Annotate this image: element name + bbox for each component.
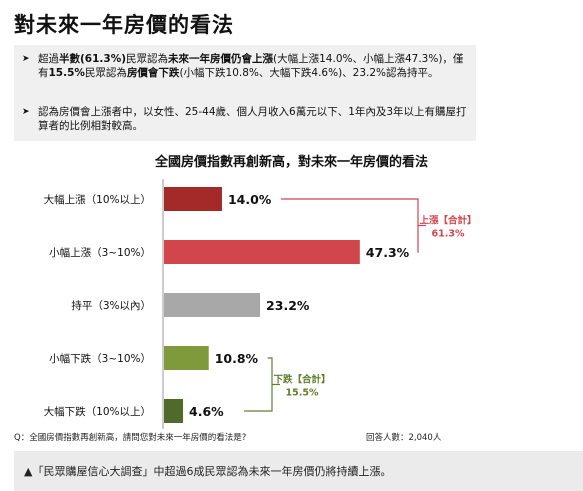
summary-highlight: 未來一年房價仍會上漲	[168, 53, 274, 65]
value-label: 4.6%	[189, 404, 224, 419]
category-label: 大幅下跌（10%以上）	[44, 405, 151, 418]
category-label: 持平（3%以內）	[71, 299, 151, 312]
caption: ▲「民眾購屋信心大調查」中超過6成民眾認為未來一年房價仍將持續上漲。	[24, 465, 392, 478]
summary-bullet-2: ➤ 認為房價會上漲者中，以女性、25-44歲、個人月收入6萬元以下、1年內及3年…	[22, 105, 470, 133]
summary-text: (小幅下跌10.8%、大幅下跌4.6%)、23.2%認為持平。	[179, 67, 439, 79]
category-label: 小幅下跌（3~10%）	[49, 352, 151, 365]
bar	[164, 293, 261, 317]
summary-highlight: 半數(61.3%)	[59, 53, 127, 65]
summary-text: 民眾認為	[126, 53, 169, 65]
summary-text: 認為房價會上漲者中，以女性、25-44歲、個人月收入6萬元以下、1年內及3年以上…	[38, 106, 467, 132]
value-label: 14.0%	[228, 192, 272, 207]
category-label: 小幅上漲（3~10%）	[49, 246, 151, 259]
chart-title: 全國房價指數再創新高，對未來一年房價的看法	[154, 155, 428, 170]
summary-text: 民眾認為	[84, 67, 127, 79]
total-label: 下跌【合計】	[273, 374, 330, 386]
bar	[164, 399, 184, 423]
page-title: 對未來一年房價的看法	[14, 13, 234, 37]
sample-size: 回答人數：2,040人	[366, 433, 442, 443]
value-label: 10.8%	[215, 351, 259, 366]
survey-question: Q：全國房價指數再創新高，請問您對未來一年房價的看法是?	[14, 433, 247, 443]
total-label: 上漲【合計】	[419, 215, 476, 227]
category-label: 大幅上漲（10%以上）	[44, 193, 151, 206]
bar	[164, 187, 222, 211]
summary-text: 超過	[38, 53, 59, 65]
bar	[164, 240, 360, 264]
value-label: 47.3%	[366, 245, 410, 260]
summary-box: ➤ 超過半數(61.3%)民眾認為未來一年房價仍會上漲(大幅上漲14.0%、小幅…	[14, 45, 476, 141]
caption-box: ▲「民眾購屋信心大調查」中超過6成民眾認為未來一年房價仍將持續上漲。	[14, 451, 583, 491]
summary-highlight: 15.5%	[48, 67, 85, 79]
total-value: 15.5%	[286, 388, 319, 399]
arrow-icon: ➤	[22, 54, 30, 64]
total-value: 61.3%	[432, 229, 465, 240]
summary-bullet-1: ➤ 超過半數(61.3%)民眾認為未來一年房價仍會上漲(大幅上漲14.0%、小幅…	[22, 52, 470, 80]
bar	[164, 346, 209, 370]
summary-highlight: 房價會下跌	[126, 67, 180, 79]
summary-text: (大幅上漲14.0%、小幅上漲47.3%)，僅有	[38, 53, 464, 79]
value-label: 23.2%	[266, 298, 310, 313]
arrow-icon: ➤	[22, 107, 30, 117]
